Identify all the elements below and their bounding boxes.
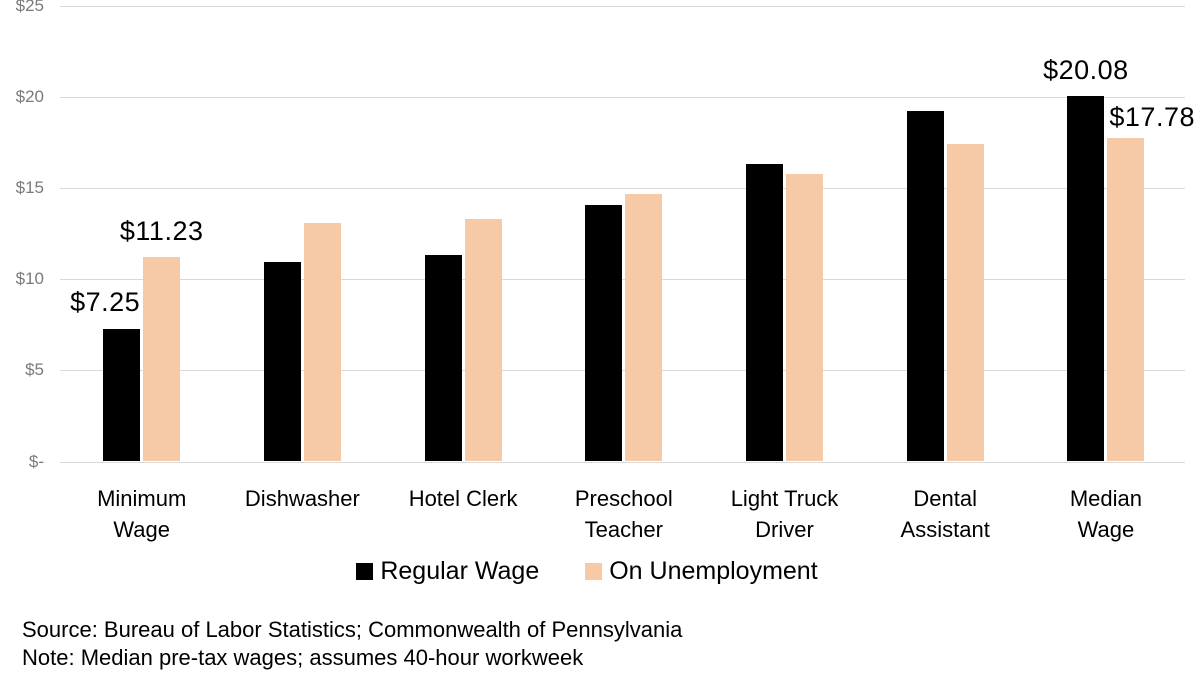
y-tick-label-10: $10	[15, 269, 44, 289]
y-tick-label-15: $15	[15, 178, 44, 198]
bar-light-truck-driver-regular-wage	[746, 164, 783, 462]
legend-swatch-regular-wage-icon	[356, 563, 374, 580]
bar-hotel-clerk-regular-wage	[424, 254, 462, 462]
bar-preschool-teacher-on-unemployment	[625, 193, 663, 462]
bar-minimum-wage-on-unemployment	[143, 256, 181, 462]
category-label-preschool-teacher: Preschool Teacher	[574, 486, 673, 542]
bar-median-wage-regular-wage	[1067, 95, 1105, 462]
gridline-15	[60, 188, 1185, 190]
data-label--17-78: $17.78	[1109, 101, 1195, 132]
gridline-10	[60, 279, 1185, 281]
bar-minimum-wage-regular-wage	[103, 329, 141, 462]
legend-item-regular-wage: Regular Wage	[356, 557, 539, 586]
legend-swatch-on-unemployment-icon	[585, 563, 603, 580]
bar-dental-assistant-regular-wage	[906, 111, 944, 462]
y-tick-label-0: $-	[28, 451, 44, 471]
category-label-dishwasher: Dishwasher	[244, 486, 360, 511]
bar-preschool-teacher-regular-wage	[585, 205, 623, 462]
gridline-20	[60, 97, 1185, 99]
bar-dishwasher-regular-wage	[263, 262, 301, 462]
bar-dental-assistant-on-unemployment	[946, 144, 984, 462]
gridline-25	[60, 6, 1185, 7]
category-label-light-truck-driver: Light Truck Driver	[730, 486, 839, 542]
bar-hotel-clerk-on-unemployment	[464, 219, 502, 462]
data-label--20-08: $20.08	[1043, 54, 1129, 85]
bar-dishwasher-on-unemployment	[303, 222, 341, 462]
legend-label-regular-wage: Regular Wage	[380, 557, 540, 585]
category-label-median-wage: Median Wage	[1069, 486, 1142, 542]
data-label--7-25: $7.25	[70, 287, 141, 318]
legend-label-on-unemployment: On Unemployment	[609, 557, 818, 585]
legend-item-on-unemployment: On Unemployment	[585, 557, 818, 586]
y-tick-label-25: $25	[15, 0, 44, 15]
source-note: Source: Bureau of Labor Statistics; Comm…	[22, 617, 683, 642]
gridline-5	[60, 370, 1185, 372]
category-label-dental-assistant: Dental Assistant	[900, 486, 990, 542]
y-tick-label-20: $20	[15, 87, 44, 107]
y-tick-label-5: $5	[25, 360, 44, 380]
footnotes: Source: Bureau of Labor Statistics; Comm…	[22, 616, 682, 672]
bar-light-truck-driver-on-unemployment	[786, 173, 823, 462]
category-label-minimum-wage: Minimum Wage	[97, 486, 187, 542]
gridline-0	[60, 461, 1185, 463]
data-label--11-23: $11.23	[119, 215, 204, 246]
legend: Regular Wage On Unemployment	[0, 557, 1174, 586]
methodology-note: Note: Median pre-tax wages; assumes 40-h…	[22, 645, 584, 670]
category-label-hotel-clerk: Hotel Clerk	[408, 486, 518, 511]
bar-median-wage-on-unemployment	[1107, 137, 1145, 462]
